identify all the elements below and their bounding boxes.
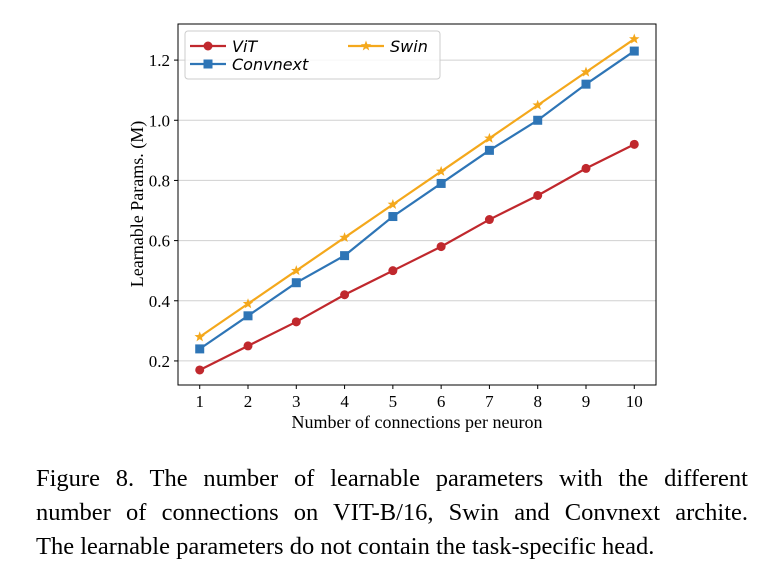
x-tick-label: 4 <box>340 392 349 411</box>
legend-marker-swin <box>360 40 372 51</box>
data-point-convnext <box>629 46 639 56</box>
caption-line-1: Figure 8. The number of learnable parame… <box>36 465 748 492</box>
data-point-convnext <box>581 79 591 89</box>
data-point-convnext <box>291 278 301 288</box>
data-point-swin <box>291 265 302 276</box>
y-tick-label: 0.4 <box>149 292 171 311</box>
data-point-swin <box>242 298 254 309</box>
y-tick-label: 0.6 <box>149 232 170 251</box>
data-point-convnext <box>484 145 494 155</box>
y-axis-ticks: 0.2 0.4 0.6 0.8 1.0 1.2 <box>149 51 178 371</box>
data-point-convnext <box>388 212 398 222</box>
series-line-swin <box>199 38 635 338</box>
data-point-vit <box>291 317 301 327</box>
x-tick-label: 7 <box>485 392 494 411</box>
legend-marker-convnext <box>203 59 213 69</box>
data-point-convnext <box>340 251 350 261</box>
x-tick-label: 5 <box>389 392 398 411</box>
data-point-vit <box>629 139 639 149</box>
data-point-vit <box>581 163 591 173</box>
caption-line-2: number of connections on VIT-B/16, Swin … <box>36 499 748 526</box>
x-tick-label: 10 <box>626 392 643 411</box>
data-point-swin <box>194 331 205 342</box>
data-point-swin <box>484 132 495 143</box>
x-tick-label: 8 <box>533 392 542 411</box>
legend-marker-vit <box>203 41 213 51</box>
x-tick-label: 9 <box>582 392 591 411</box>
data-point-convnext <box>195 344 205 354</box>
legend-label-vit: ViT <box>232 37 258 56</box>
x-tick-label: 1 <box>195 392 204 411</box>
data-point-convnext <box>243 311 253 321</box>
legend-label-swin: Swin <box>390 37 428 56</box>
data-point-vit <box>533 190 543 200</box>
caption-line-3: The learnable parameters do not contain … <box>36 533 655 560</box>
data-point-convnext <box>436 178 446 188</box>
x-tick-label: 2 <box>244 392 253 411</box>
plot-frame <box>177 23 657 386</box>
data-point-vit <box>243 341 253 351</box>
legend-label-convnext: Convnext <box>232 55 309 74</box>
series-line-convnext <box>199 50 635 350</box>
series-line-vit <box>199 143 635 371</box>
data-point-vit <box>195 365 205 375</box>
y-tick-label: 0.2 <box>149 352 170 371</box>
data-point-vit <box>388 266 398 276</box>
legend-box <box>184 30 441 80</box>
y-tick-label: 1.0 <box>149 111 170 130</box>
x-tick-label: 6 <box>437 392 446 411</box>
data-point-convnext <box>533 115 543 125</box>
x-axis-ticks: 1 2 3 4 5 6 7 8 9 10 <box>195 385 643 411</box>
data-point-swin <box>629 33 640 44</box>
data-point-vit <box>340 290 350 300</box>
data-point-vit <box>436 242 446 252</box>
y-tick-label: 0.8 <box>149 171 170 190</box>
data-point-swin <box>435 165 447 176</box>
x-tick-label: 3 <box>292 392 301 411</box>
data-point-swin <box>339 232 350 243</box>
data-point-swin <box>532 99 543 110</box>
figure-caption: Figure 8. The number of learnable parame… <box>36 462 748 564</box>
y-tick-label: 1.2 <box>149 51 170 70</box>
x-axis-label: Number of connections per neuron <box>292 412 543 432</box>
line-chart: 0.2 0.4 0.6 0.8 1.0 1.2 1 2 3 4 5 6 7 8 9 10 Number of… <box>127 23 657 432</box>
data-point-swin <box>580 66 592 77</box>
y-axis-label: Learnable Params. (M) <box>127 121 148 287</box>
data-point-vit <box>484 215 494 225</box>
legend: ViT Swin Convnext <box>184 30 441 80</box>
series-layer <box>194 33 640 375</box>
data-point-swin <box>387 199 399 209</box>
